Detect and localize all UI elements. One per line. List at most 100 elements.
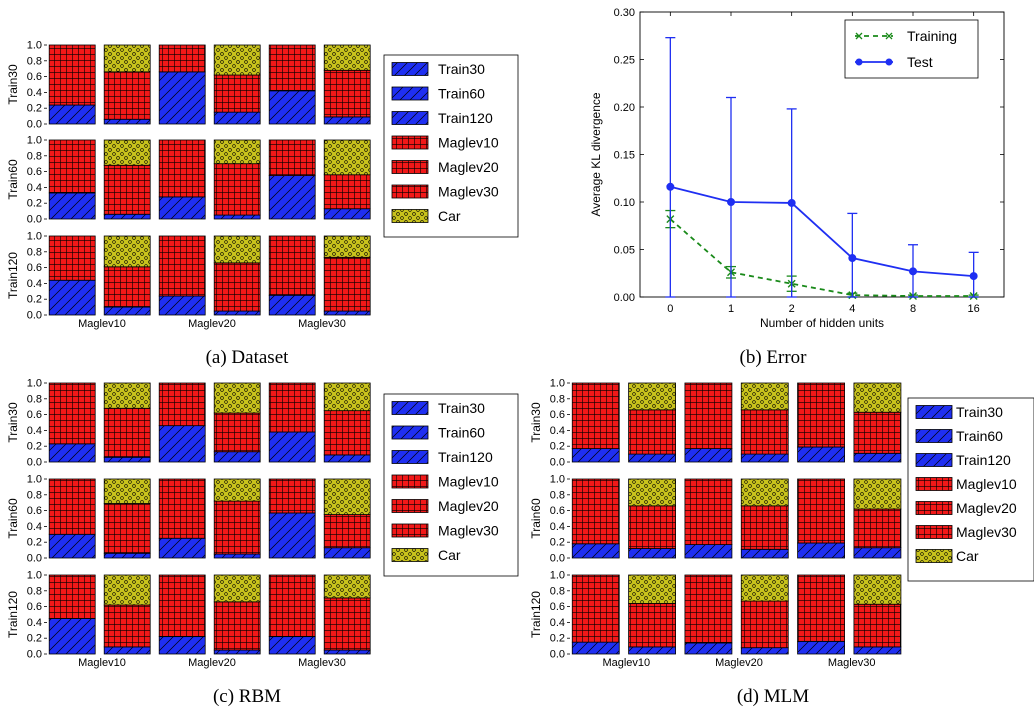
bar-segment-train (103, 456, 151, 463)
legend-swatch (391, 160, 429, 174)
bar-segment-maglev (323, 514, 371, 549)
bar-segment-train (268, 431, 316, 463)
y-tick-label: 0.6 (27, 601, 42, 613)
bar-segment-maglev (268, 574, 316, 638)
y-tick-label: 1.0 (550, 378, 565, 390)
legend-swatch (391, 135, 429, 150)
y-tick-label: 0.00 (614, 292, 635, 304)
bar-segment-train (158, 636, 206, 655)
y-tick-label: 0.0 (27, 214, 42, 226)
bar-segment-maglev (268, 478, 316, 514)
y-tick-label: 1.0 (550, 570, 565, 582)
bar-segment-car (853, 574, 902, 605)
bar-segment-maglev (323, 256, 371, 312)
bar-segment-car (213, 478, 261, 502)
bar-segment-car (740, 574, 789, 602)
x-tick-label: 1 (728, 303, 734, 315)
bar-segment-car (103, 382, 151, 409)
bar-segment-train (571, 448, 620, 463)
data-point (787, 198, 796, 207)
bar-segment-train (103, 213, 151, 220)
bar-segment-car (628, 574, 676, 604)
bar-segment-train (103, 306, 151, 316)
y-tick-label: 1.0 (27, 40, 42, 52)
bar-segment-car (740, 382, 789, 411)
legend-box (844, 19, 979, 79)
row-label: Train120 (6, 591, 20, 638)
legend-swatch (915, 501, 953, 515)
y-tick-label: 0.0 (27, 457, 42, 469)
x-tick-label: 2 (789, 303, 795, 315)
bar-segment-maglev (797, 574, 845, 642)
bar-segment-car (853, 478, 902, 510)
bar-segment-maglev (103, 164, 151, 215)
bar-segment-car (103, 139, 151, 166)
bar-segment-train (213, 111, 261, 125)
y-tick-label: 0.05 (614, 245, 635, 257)
bar-segment-maglev (684, 478, 733, 545)
bar-segment-maglev (213, 163, 261, 216)
row-label: Train120 (6, 252, 20, 299)
bar-segment-maglev (158, 44, 206, 73)
bar-segment-train (740, 453, 789, 463)
y-tick-label: 0.8 (27, 55, 42, 67)
bar-segment-train (213, 553, 261, 559)
legend-label: Maglev30 (438, 523, 499, 539)
y-tick-label: 0.2 (550, 441, 565, 453)
y-tick-label: 1.0 (27, 135, 42, 147)
legend-label: Training (907, 28, 957, 44)
bar-segment-maglev (268, 139, 316, 176)
bar-segment-maglev (571, 478, 620, 545)
bar-segment-train (213, 451, 261, 463)
bar-segment-train (853, 646, 902, 655)
legend-swatch (915, 477, 953, 491)
bar-segment-train (323, 116, 371, 125)
bar-segment-maglev (103, 407, 151, 458)
x-tick-label: Maglev20 (188, 318, 236, 330)
y-tick-label: 0.6 (550, 601, 565, 613)
legend-swatch (391, 474, 429, 489)
y-tick-label: 0.8 (27, 246, 42, 258)
bar-segment-maglev (103, 503, 151, 554)
data-point (969, 272, 978, 281)
legend-swatch (391, 401, 429, 415)
legend-box (383, 54, 519, 238)
bar-segment-car (103, 574, 151, 606)
row-label: Train30 (6, 402, 20, 443)
y-tick-label: 0.0 (27, 649, 42, 661)
bar-segment-train (323, 547, 371, 559)
caption-mlm: (d) MLM (737, 686, 809, 707)
legend-label: Train60 (956, 428, 1003, 444)
bar-segment-train (628, 453, 676, 463)
x-tick-label: Maglev10 (78, 657, 126, 669)
legend-label: Maglev30 (438, 184, 499, 200)
y-tick-label: 0.30 (614, 7, 635, 19)
x-tick-label: Maglev10 (602, 657, 650, 669)
legend-swatch (391, 450, 429, 464)
bar-segment-maglev (740, 600, 789, 649)
x-tick-label: 16 (968, 303, 980, 315)
bar-segment-train (158, 425, 206, 463)
bar-segment-train (158, 537, 206, 559)
legend-swatch (391, 86, 429, 101)
bar-segment-maglev (213, 412, 261, 453)
legend-swatch (915, 549, 953, 563)
legend-label: Maglev30 (956, 524, 1017, 540)
y-tick-label: 0.2 (27, 441, 42, 453)
bar-segment-maglev (158, 574, 206, 638)
y-tick-label: 0.0 (550, 649, 565, 661)
bar-segment-maglev (48, 382, 96, 445)
bar-segment-train (571, 543, 620, 559)
bar-segment-train (268, 636, 316, 655)
bar-segment-maglev (268, 44, 316, 92)
row-label: Train60 (529, 498, 543, 539)
x-tick-label: 4 (849, 303, 855, 315)
y-tick-label: 0.15 (614, 150, 635, 162)
y-tick-label: 0.4 (27, 521, 42, 533)
y-tick-label: 0.2 (27, 198, 42, 210)
y-tick-label: 0.6 (550, 505, 565, 517)
y-tick-label: 1.0 (27, 474, 42, 486)
legend-swatch (391, 523, 429, 538)
bar-segment-maglev (103, 71, 151, 120)
data-point (909, 267, 917, 276)
